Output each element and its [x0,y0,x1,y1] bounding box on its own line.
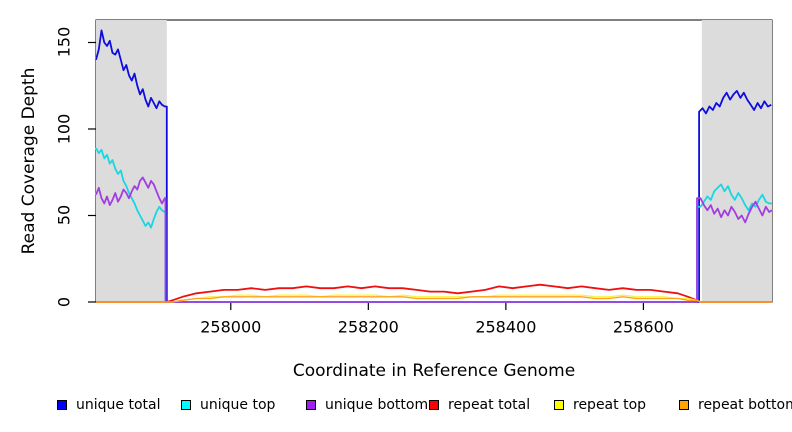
x-tick-label: 258600 [612,317,674,337]
legend-swatch-unique-top [181,400,191,410]
series-line-repeat-bottom [96,296,772,303]
legend-item-unique-bottom: unique bottom [306,397,428,413]
legend-label-repeat-bottom: repeat bottom [698,397,792,413]
series-line-repeat-top [96,294,772,303]
legend-item-unique-total: unique total [57,397,160,413]
y-tick-label: 150 [54,27,74,58]
series-line-unique-top [95,147,772,303]
legend-label-repeat-top: repeat top [573,397,647,413]
series-line-unique-bottom [95,176,773,303]
x-tick-label: 258000 [200,317,262,337]
y-tick-label: 50 [54,205,74,226]
legend-item-repeat-total: repeat total [429,397,530,413]
x-tick-label: 258400 [475,317,537,337]
legend-item-repeat-top: repeat top [554,397,646,413]
legend-item-unique-top: unique top [181,397,275,413]
x-tick-label: 258200 [337,317,399,337]
plot-border [95,19,773,303]
legend-label-unique-top: unique top [200,397,276,413]
legend-label-repeat-total: repeat total [448,397,531,413]
series-line-unique-total [95,29,772,303]
y-tick-label: 100 [54,113,74,145]
legend-swatch-repeat-top [554,400,564,410]
legend-label-unique-bottom: unique bottom [325,397,429,413]
legend-swatch-repeat-bottom [679,400,689,410]
highlight-region-masked-right [701,20,772,302]
highlight-region-masked-left [96,20,167,302]
series-line-repeat-total [96,283,772,303]
legend-item-repeat-bottom: repeat bottom [679,397,792,413]
legend-swatch-unique-bottom [306,400,316,410]
x-axis-title: Coordinate in Reference Genome [292,361,576,381]
legend-swatch-repeat-total [429,400,439,410]
legend-label-unique-total: unique total [76,397,161,413]
y-tick-label: 0 [54,296,74,308]
legend-swatch-unique-total [57,400,67,410]
y-axis-title: Read Coverage Depth [19,67,39,255]
